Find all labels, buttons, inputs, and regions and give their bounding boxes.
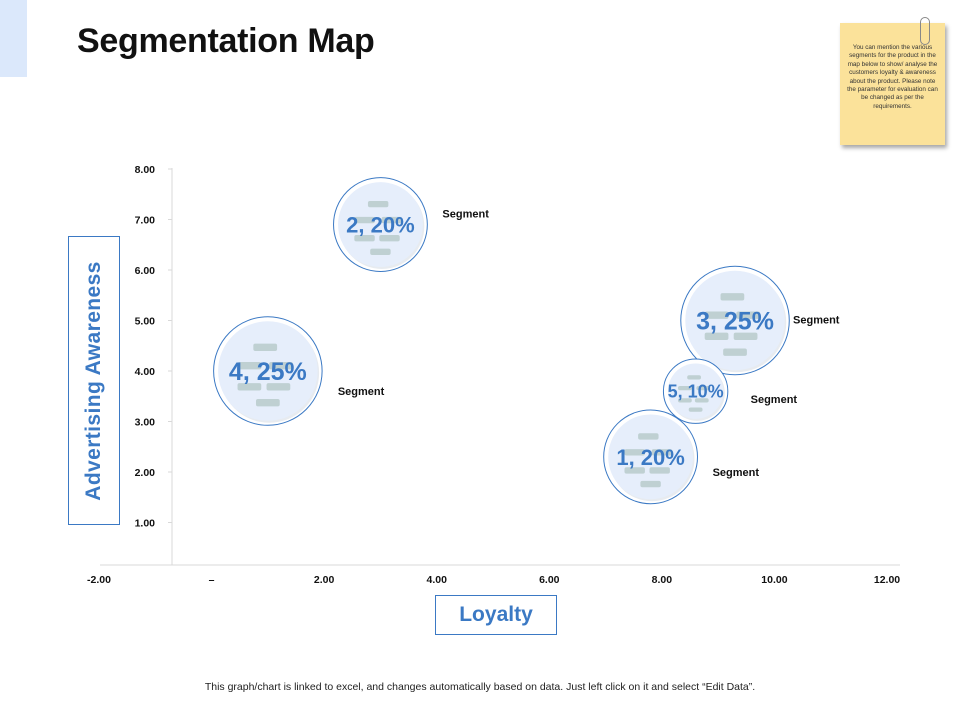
bubble-value-label: 2, 20% (346, 212, 415, 237)
bubble-texture (733, 332, 758, 341)
page-title: Segmentation Map (77, 22, 375, 60)
bubble-texture (237, 362, 262, 370)
bubble-texture (638, 433, 659, 440)
bubble-texture (354, 216, 375, 224)
bubble-fill (667, 363, 724, 419)
bubble-texture (266, 383, 291, 391)
y-tick-label: 7.00 (135, 215, 156, 227)
bubble-segment-5[interactable]: 5, 10% (662, 358, 729, 424)
bubble-value-label: 1, 20% (616, 445, 685, 470)
y-tick-label: 8.00 (135, 164, 156, 176)
sticky-note: You can mention the various segments for… (840, 23, 945, 145)
bubble-texture (379, 234, 400, 242)
y-tick-label: 1.00 (135, 518, 156, 530)
y-tick-label: 6.00 (135, 265, 156, 277)
segment-label: Segment (793, 315, 840, 327)
bubble-texture (381, 216, 402, 224)
bubble-value-label: 5, 10% (668, 382, 724, 402)
bubble-texture (354, 234, 375, 242)
bubble-texture (688, 407, 703, 412)
bubble-fill (685, 270, 785, 371)
bubble-texture (736, 311, 761, 319)
bubble-fill (218, 321, 318, 421)
x-axis-title: Loyalty (435, 595, 557, 635)
bubble-texture (677, 385, 692, 391)
bubble-segment-3[interactable]: 3, 25% (680, 265, 790, 376)
bubble-texture (253, 343, 278, 351)
segment-label: Segment (338, 386, 385, 398)
bubble-segment-4[interactable]: 4, 25% (213, 316, 323, 426)
x-tick-label: 4.00 (426, 574, 447, 586)
y-tick-label: 2.00 (135, 467, 156, 479)
bubble-texture (677, 398, 692, 403)
bubble-texture (255, 398, 280, 407)
x-tick-label: 2.00 (314, 574, 335, 586)
bubble-fill (608, 414, 693, 500)
chart-bubbles: 2, 20% Segment 4, 25% Segment 3, 25% Segment 5… (213, 177, 840, 505)
segment-label: Segment (751, 394, 798, 406)
accent-bar (0, 0, 27, 77)
bubble-texture (694, 398, 709, 403)
bubble-texture (704, 332, 729, 341)
segment-label: Segment (442, 209, 489, 221)
bubble-texture (370, 248, 391, 255)
bubble-segment-1[interactable]: 1, 20% (603, 409, 698, 505)
x-tick-label: 10.00 (761, 574, 787, 586)
y-tick-label: 5.00 (135, 316, 156, 328)
bubble-value-label: 3, 25% (696, 308, 774, 336)
bubble-texture (367, 200, 389, 208)
bubble-texture (696, 385, 711, 391)
footer-note: This graph/chart is linked to excel, and… (204, 681, 756, 693)
x-tick-label: 12.00 (874, 574, 900, 586)
bubble-texture (723, 348, 747, 356)
x-tick-label: 8.00 (652, 574, 673, 586)
x-tick-label: 6.00 (539, 574, 560, 586)
bubble-texture (720, 293, 745, 301)
bubble-fill (338, 182, 423, 267)
bubble-texture (237, 383, 262, 391)
y-axis-title: Advertising Awareness (68, 236, 120, 525)
x-tick-label: – (209, 574, 215, 586)
bubble-texture (624, 467, 645, 474)
bubble-texture (640, 480, 661, 488)
bubble-texture (269, 362, 293, 370)
segment-label: Segment (713, 467, 760, 479)
bubble-value-label: 4, 25% (229, 358, 307, 386)
sticky-note-text: You can mention the various segments for… (847, 44, 938, 110)
bubble-texture (649, 467, 670, 474)
y-tick-label: 4.00 (135, 366, 156, 378)
bubble-texture (624, 449, 645, 456)
y-tick-label: 3.00 (135, 417, 156, 429)
bubble-texture (651, 449, 673, 456)
paperclip-icon (920, 17, 930, 45)
chart-axes: 1.00 2.00 3.00 4.00 5.00 6.00 7.00 8.00 -2.00 – 2.… (87, 164, 900, 586)
y-axis-title-text: Advertising Awareness (82, 260, 105, 501)
x-tick-label: -2.00 (87, 574, 111, 586)
bubble-texture (687, 375, 702, 380)
bubble-segment-2[interactable]: 2, 20% (333, 177, 428, 272)
bubble-texture (704, 311, 729, 319)
x-axis-title-text: Loyalty (459, 603, 533, 626)
